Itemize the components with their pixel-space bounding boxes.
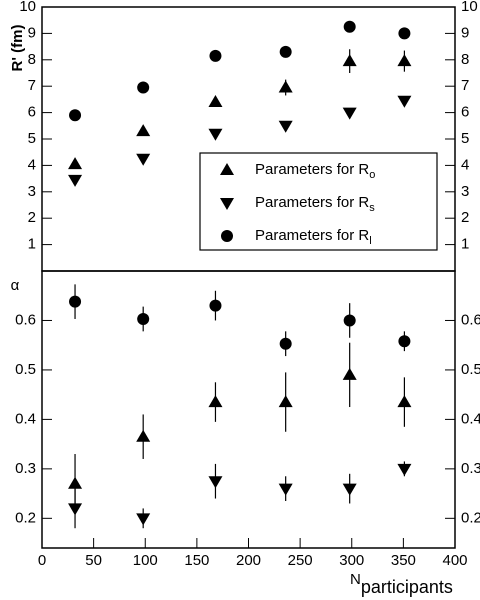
y-tick-label-right: 0.6 bbox=[461, 311, 480, 328]
marker-triangle-up bbox=[397, 395, 412, 408]
y-tick-label: 8 bbox=[28, 51, 36, 68]
y-tick-label-right: 9 bbox=[461, 24, 469, 41]
y-tick-label-right: 0.5 bbox=[461, 361, 480, 378]
legend-label-text: Parameters for R bbox=[255, 194, 369, 211]
marker-circle bbox=[343, 314, 356, 327]
y-tick-label: 4 bbox=[28, 156, 36, 173]
y-tick-label: 0.4 bbox=[15, 410, 36, 427]
legend-marker bbox=[220, 163, 234, 175]
y-tick-label-right: 1 bbox=[461, 236, 469, 253]
x-tick-label: 50 bbox=[85, 552, 102, 569]
x-tick-label: 0 bbox=[38, 552, 46, 569]
marker-triangle-up bbox=[68, 157, 83, 170]
y-tick-label: 7 bbox=[28, 77, 36, 94]
marker-circle bbox=[209, 299, 222, 312]
marker-circle bbox=[69, 295, 82, 308]
legend-label-sub: s bbox=[369, 202, 375, 214]
x-tick-label: 150 bbox=[184, 552, 209, 569]
y-tick-label: 3 bbox=[28, 183, 36, 200]
y-tick-label-right: 6 bbox=[461, 104, 469, 121]
y-tick-label-right: 0.4 bbox=[461, 410, 480, 427]
x-axis-label: Nparticipants bbox=[350, 571, 453, 597]
y-tick-label-right: 0.3 bbox=[461, 460, 480, 477]
legend-label: Parameters for Rl bbox=[255, 227, 372, 247]
marker-circle bbox=[398, 335, 411, 348]
x-tick-label: 100 bbox=[133, 552, 158, 569]
legend-label-sub: o bbox=[369, 169, 375, 181]
marker-triangle-up bbox=[342, 367, 357, 380]
marker-circle bbox=[137, 312, 150, 325]
legend-marker bbox=[221, 230, 233, 242]
marker-circle bbox=[279, 45, 292, 58]
y-tick-label: 0.3 bbox=[15, 460, 36, 477]
y-tick-label-right: 7 bbox=[461, 77, 469, 94]
y-tick-label-right: 4 bbox=[461, 156, 469, 173]
marker-triangle-up bbox=[278, 80, 293, 93]
marker-triangle-down bbox=[136, 513, 151, 526]
marker-triangle-up bbox=[208, 395, 223, 408]
marker-triangle-up bbox=[278, 395, 293, 408]
legend-label: Parameters for Rs bbox=[255, 194, 375, 214]
legend-label: Parameters for Ro bbox=[255, 161, 375, 181]
y-tick-label: 0.5 bbox=[15, 361, 36, 378]
legend-label-text: Parameters for R bbox=[255, 161, 369, 178]
marker-triangle-down bbox=[397, 95, 412, 108]
marker-triangle-up bbox=[342, 54, 357, 67]
legend-box bbox=[199, 152, 438, 251]
marker-triangle-down bbox=[208, 128, 223, 141]
legend-marker bbox=[220, 198, 234, 210]
y-tick-label-right: 0.2 bbox=[461, 509, 480, 526]
marker-triangle-down bbox=[68, 503, 83, 516]
y-tick-label: 0.2 bbox=[15, 509, 36, 526]
legend-label-sub: l bbox=[369, 235, 371, 247]
y-axis-label: α bbox=[11, 277, 20, 294]
x-tick-label: 200 bbox=[236, 552, 261, 569]
marker-triangle-up bbox=[208, 95, 223, 108]
marker-triangle-down bbox=[136, 153, 151, 166]
y-tick-label: 10 bbox=[19, 0, 36, 15]
marker-circle bbox=[69, 109, 82, 122]
marker-circle bbox=[279, 337, 292, 350]
x-tick-label: 300 bbox=[339, 552, 364, 569]
x-axis-label-sub: participants bbox=[361, 577, 453, 597]
y-tick-label-right: 3 bbox=[461, 183, 469, 200]
y-tick-label: 6 bbox=[28, 104, 36, 121]
marker-triangle-down bbox=[342, 483, 357, 496]
y-tick-label: 9 bbox=[28, 24, 36, 41]
marker-triangle-down bbox=[68, 174, 83, 187]
marker-triangle-down bbox=[278, 483, 293, 496]
legend-label-text: Parameters for R bbox=[255, 227, 369, 244]
marker-triangle-up bbox=[68, 476, 83, 489]
x-tick-label: 250 bbox=[288, 552, 313, 569]
y-tick-label: 1 bbox=[28, 236, 36, 253]
marker-triangle-down bbox=[278, 120, 293, 133]
marker-circle bbox=[343, 20, 356, 33]
marker-triangle-up bbox=[136, 124, 151, 137]
x-tick-label: 350 bbox=[391, 552, 416, 569]
y-axis-label: R' (fm) bbox=[9, 25, 26, 72]
x-tick-label: 400 bbox=[442, 552, 467, 569]
marker-triangle-up bbox=[136, 429, 151, 442]
marker-circle bbox=[398, 27, 411, 40]
marker-triangle-down bbox=[397, 463, 412, 476]
y-tick-label-right: 2 bbox=[461, 209, 469, 226]
marker-circle bbox=[137, 81, 150, 94]
y-tick-label: 5 bbox=[28, 130, 36, 147]
y-tick-label: 2 bbox=[28, 209, 36, 226]
marker-triangle-up bbox=[397, 54, 412, 67]
y-tick-label: 0.6 bbox=[15, 311, 36, 328]
x-axis-label-text: N bbox=[350, 571, 361, 588]
marker-triangle-down bbox=[342, 107, 357, 120]
plot-frame bbox=[41, 270, 456, 549]
y-tick-label-right: 5 bbox=[461, 130, 469, 147]
marker-triangle-down bbox=[208, 476, 223, 489]
y-tick-label-right: 10 bbox=[461, 0, 478, 15]
marker-circle bbox=[209, 49, 222, 62]
y-tick-label-right: 8 bbox=[461, 51, 469, 68]
